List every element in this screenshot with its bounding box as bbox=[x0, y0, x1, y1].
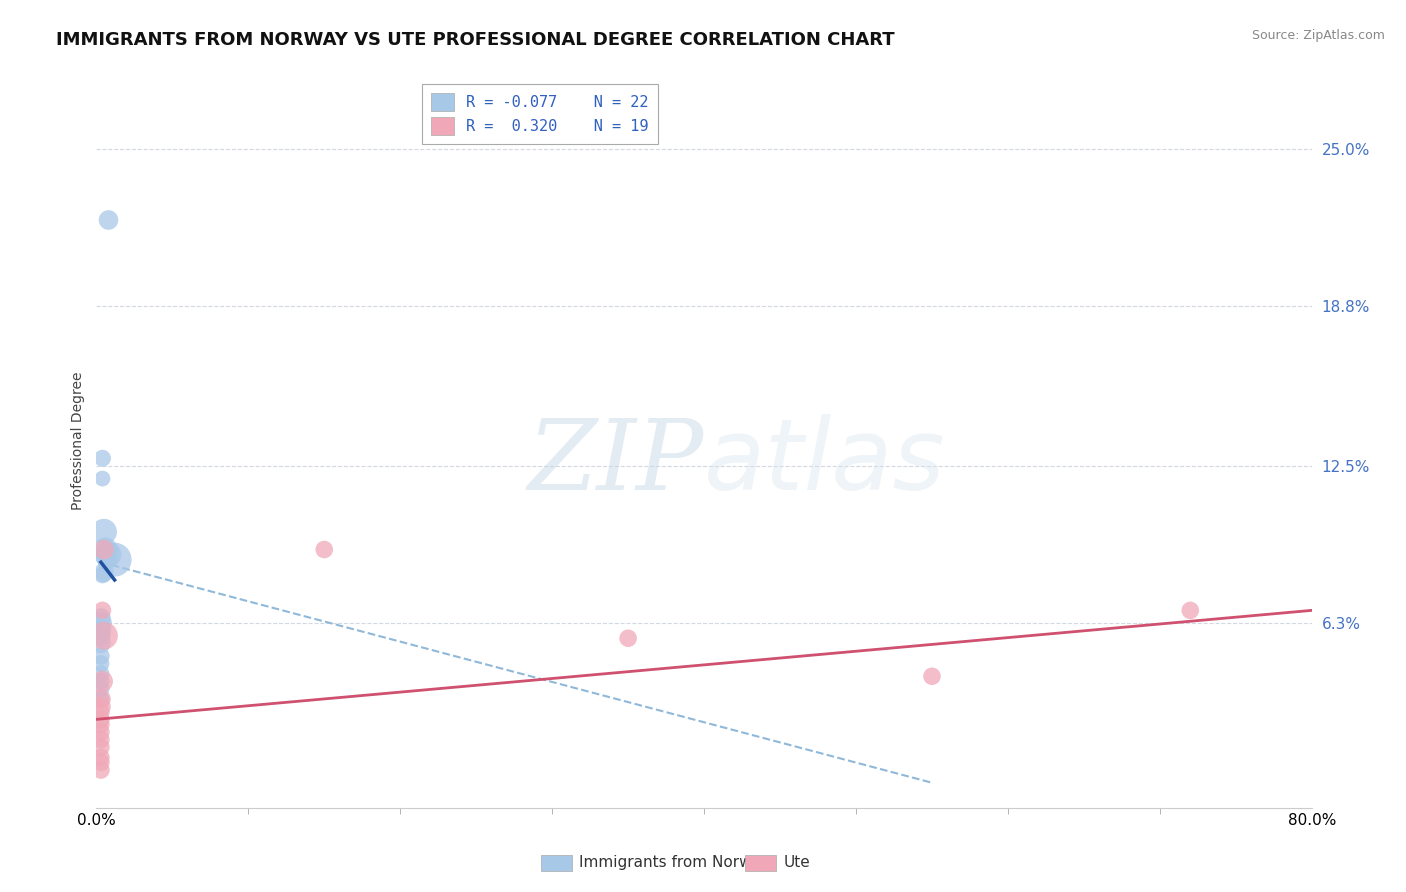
Text: atlas: atlas bbox=[704, 414, 946, 511]
Point bbox=[90, 624, 112, 638]
Point bbox=[921, 669, 943, 683]
Point bbox=[90, 674, 112, 689]
Point bbox=[90, 657, 112, 671]
Y-axis label: Professional Degree: Professional Degree bbox=[72, 371, 86, 510]
Point bbox=[90, 692, 112, 706]
Text: Ute: Ute bbox=[783, 855, 810, 870]
Point bbox=[91, 471, 114, 485]
Point bbox=[90, 712, 112, 726]
Point bbox=[93, 542, 115, 557]
Point bbox=[90, 629, 112, 643]
Point bbox=[314, 542, 336, 557]
Point bbox=[91, 603, 114, 617]
Point bbox=[90, 692, 112, 706]
Point bbox=[90, 717, 112, 731]
Point bbox=[90, 615, 112, 630]
Point bbox=[96, 552, 118, 566]
Text: ZIP: ZIP bbox=[527, 415, 704, 510]
Point bbox=[93, 629, 115, 643]
Point bbox=[94, 542, 117, 557]
Point bbox=[617, 632, 640, 646]
Point bbox=[90, 699, 112, 714]
Point bbox=[90, 732, 112, 747]
Point bbox=[97, 548, 120, 562]
Point bbox=[90, 666, 112, 681]
Point bbox=[90, 681, 112, 696]
Point bbox=[90, 750, 112, 764]
Point bbox=[91, 567, 114, 582]
Point bbox=[90, 636, 112, 650]
Point bbox=[94, 548, 117, 562]
Point bbox=[90, 648, 112, 663]
Point bbox=[103, 552, 125, 566]
Point bbox=[91, 451, 114, 466]
Point bbox=[90, 725, 112, 739]
Point bbox=[91, 674, 114, 689]
Legend: R = -0.077    N = 22, R =  0.320    N = 19: R = -0.077 N = 22, R = 0.320 N = 19 bbox=[422, 85, 658, 144]
Point bbox=[90, 763, 112, 777]
Point bbox=[90, 611, 112, 625]
Point bbox=[90, 740, 112, 755]
Text: Source: ZipAtlas.com: Source: ZipAtlas.com bbox=[1251, 29, 1385, 42]
Point bbox=[97, 213, 120, 227]
Text: IMMIGRANTS FROM NORWAY VS UTE PROFESSIONAL DEGREE CORRELATION CHART: IMMIGRANTS FROM NORWAY VS UTE PROFESSION… bbox=[56, 31, 894, 49]
Text: Immigrants from Norway: Immigrants from Norway bbox=[579, 855, 770, 870]
Point bbox=[90, 705, 112, 719]
Point bbox=[93, 524, 115, 539]
Point bbox=[1180, 603, 1202, 617]
Point bbox=[93, 566, 115, 580]
Point bbox=[90, 756, 112, 770]
